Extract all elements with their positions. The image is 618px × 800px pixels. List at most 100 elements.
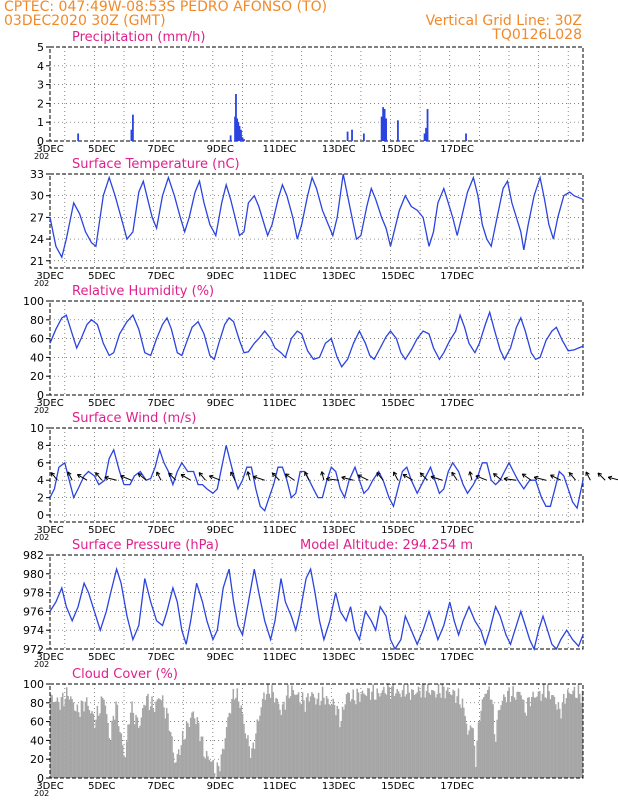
wind-arrow-head	[550, 474, 555, 479]
cloud-bar	[215, 777, 217, 778]
cloud-bar	[317, 692, 320, 778]
y-tick-label: 974	[23, 624, 44, 637]
wind-arrow-head	[208, 474, 214, 480]
y-tick-label: 0	[37, 389, 44, 402]
y-tick-label: 976	[23, 605, 44, 618]
cloud-bar	[91, 711, 93, 778]
cloud-bar	[389, 698, 392, 778]
y-tick-label: 972	[23, 643, 44, 656]
precip-bar	[351, 129, 353, 141]
cloud-bar	[241, 713, 244, 778]
cloud-bar	[549, 699, 552, 778]
wind-arrow-head	[284, 473, 290, 478]
cloud-bar	[529, 706, 532, 778]
cloud-bar	[440, 697, 442, 778]
cloud-bar	[224, 738, 227, 778]
x-tick-label: 13DEC	[322, 271, 356, 282]
cloud-bar	[193, 718, 196, 778]
cloud-bar	[429, 694, 432, 778]
cloud-bar	[345, 694, 348, 778]
cloud-bar	[553, 696, 556, 778]
wind-arrow	[156, 471, 162, 481]
cloud-bar	[576, 697, 578, 778]
cloud-bar	[383, 686, 385, 778]
cloud-bar	[565, 698, 568, 778]
cloud-bar	[291, 685, 293, 778]
y-tick-label: 4	[37, 60, 44, 73]
precip-bar	[362, 133, 365, 141]
cloud-bar	[149, 706, 152, 778]
x-tick-label: 11DEC	[263, 144, 297, 155]
cloud-bar	[365, 695, 368, 778]
cloud-bar	[263, 692, 265, 778]
cloud-bar	[89, 713, 92, 778]
wind-arrow-head	[271, 472, 277, 477]
x-tick-label: 3DEC	[36, 144, 63, 155]
cloud-bar	[65, 687, 68, 778]
cloud-bar	[304, 711, 307, 778]
cloud-bar	[332, 698, 334, 778]
y-tick-label: 2	[37, 492, 44, 505]
cloud-bar	[212, 760, 215, 778]
wind-arrow	[493, 473, 502, 481]
y-tick-label: 27	[30, 211, 44, 224]
cloud-bar	[324, 704, 326, 778]
cloud-bar	[360, 693, 362, 778]
wind-arrow	[137, 473, 147, 481]
cloud-bar	[331, 704, 333, 778]
cloud-bar	[537, 691, 540, 778]
cloud-bar	[357, 692, 360, 778]
wind-arrow	[198, 472, 206, 481]
wind-arrow	[550, 474, 562, 481]
cloud-bar	[541, 693, 544, 778]
wind-arrow	[326, 478, 339, 481]
cloud-bar	[265, 694, 268, 778]
cloud-bar	[180, 745, 183, 778]
cloud-bar	[407, 684, 409, 778]
y-tick-label: 24	[30, 233, 44, 246]
wind-arrow	[534, 476, 547, 481]
cloud-bar	[425, 690, 428, 778]
x-tick-label: 5DEC	[88, 652, 115, 663]
cloud-bar	[85, 697, 88, 778]
y-tick-label: 60	[30, 333, 44, 346]
x-tick-label: 7DEC	[147, 781, 174, 792]
wind-arrow-head	[252, 475, 258, 480]
cloud-bar	[361, 690, 364, 778]
cloud-bar	[284, 709, 287, 778]
cloud-bar	[136, 717, 139, 778]
cloud-bar	[103, 699, 105, 778]
cloud-bar	[568, 692, 570, 778]
cloud-bar	[301, 692, 304, 778]
wind-arrow-head	[168, 472, 173, 477]
cloud-bar	[199, 741, 201, 778]
x-tick-label: 7DEC	[147, 398, 174, 409]
cloud-bar	[433, 691, 436, 778]
wind-arrow	[77, 474, 88, 481]
cloud-bar	[139, 725, 141, 778]
cloud-bar	[499, 709, 501, 778]
x-tick-label: 3DEC	[36, 781, 63, 792]
x-tick-label: 17DEC	[440, 398, 474, 409]
cloud-bar	[213, 773, 216, 778]
cloud-bar	[109, 740, 112, 778]
cloud-bar	[377, 693, 380, 778]
cloud-bar	[521, 699, 524, 778]
cloud-bar	[492, 704, 494, 778]
cloud-bar	[509, 701, 512, 778]
cloud-bar	[348, 693, 350, 778]
cloud-bar	[559, 708, 561, 778]
cloud-bar	[188, 727, 191, 778]
cloud-bar	[112, 715, 115, 778]
cloud-bar	[349, 701, 352, 778]
wind-arrow	[247, 471, 251, 481]
wind-arrow	[503, 478, 517, 481]
cloud-bar	[381, 690, 384, 778]
cloud-bar	[373, 699, 376, 778]
panel-title: Precipitation (mm/h)	[72, 30, 205, 45]
cloud-bar	[308, 701, 311, 778]
y-tick-label: 10	[30, 422, 44, 435]
cloud-bar	[400, 697, 402, 778]
cloud-bar	[192, 711, 195, 778]
cloud-bar	[516, 691, 518, 778]
